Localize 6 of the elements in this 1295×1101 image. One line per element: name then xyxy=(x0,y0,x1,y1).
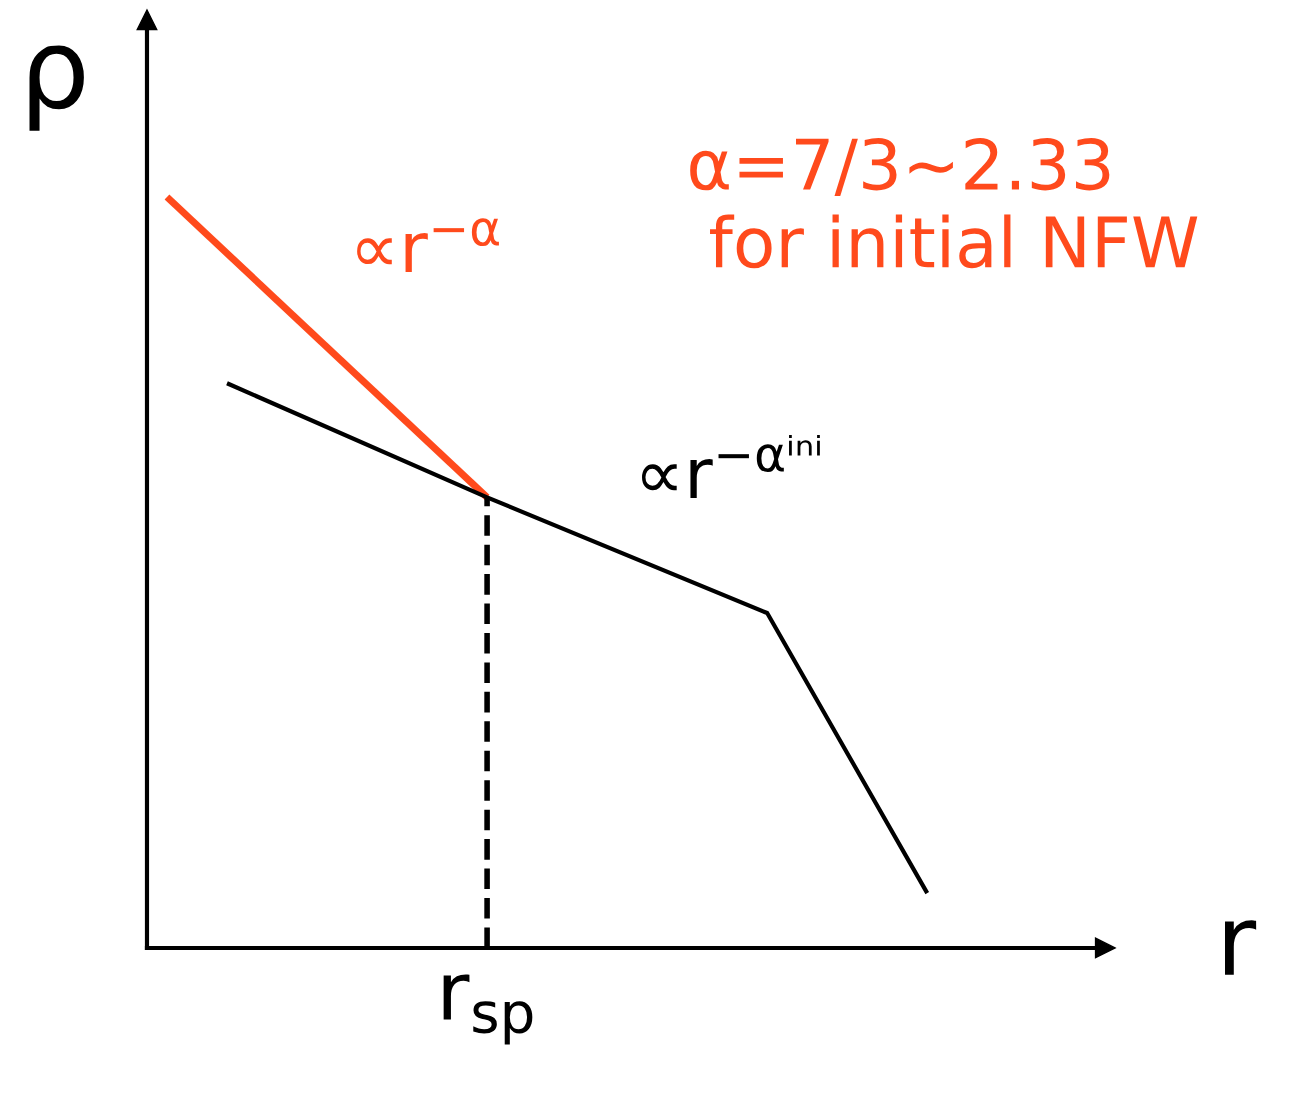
text: r$_{sp}$ xyxy=(443,974,533,1045)
annotation: ∝r$^{−α}$ xyxy=(357,218,499,272)
annotation: α=7/3~2.33 for initial NFW xyxy=(690,137,1198,269)
y-axis-title: ρ xyxy=(29,45,84,131)
x-axis-title: r xyxy=(1225,920,1257,975)
annotation: ∝r$^{−αⁱⁿⁱ}$ xyxy=(642,434,820,499)
